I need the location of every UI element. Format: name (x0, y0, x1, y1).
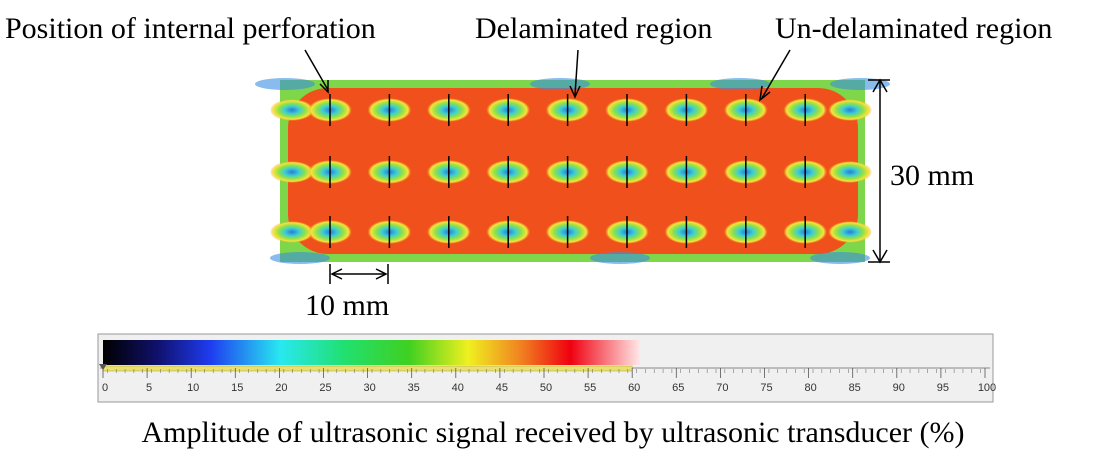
scan-blob (828, 221, 872, 243)
label: Position of internal perforation (5, 12, 376, 45)
scan-edge (590, 252, 650, 264)
scan-blob (270, 161, 314, 183)
arrow-head (569, 85, 581, 99)
scan-edge (530, 78, 590, 90)
tick-label: 85 (849, 382, 861, 394)
tick-label: 30 (363, 382, 375, 394)
arrow-head (330, 268, 343, 280)
arrow-head (758, 85, 771, 102)
scan-edge (710, 78, 770, 90)
scan-edge (830, 78, 890, 90)
label: Delaminated region (475, 12, 712, 45)
colorbar-pointer (99, 364, 107, 370)
annotation-arrows (304, 49, 890, 284)
arrow (304, 49, 329, 91)
tick-label: 0 (102, 382, 108, 394)
colorbar-gradient (103, 340, 640, 365)
arrow (761, 49, 791, 99)
label: Un-delaminated region (775, 12, 1052, 45)
arrow-head (375, 268, 388, 280)
tick-label: 10 (187, 382, 199, 394)
tick-label: 25 (319, 382, 331, 394)
tick-label: 55 (584, 382, 596, 394)
tick-label: 100 (978, 382, 996, 394)
arrow (574, 49, 579, 96)
tick-label: 40 (452, 382, 464, 394)
tick-label: 75 (760, 382, 772, 394)
scan-blob (828, 99, 872, 121)
scan-edge (270, 252, 330, 264)
scan-edge (810, 252, 870, 264)
dimension-label: 10 mm (305, 289, 389, 322)
tick-label: 45 (496, 382, 508, 394)
tick-label: 70 (716, 382, 728, 394)
colorbar: 0 5 10 15 20 25 30 35 40 45 50 55 60 65 70 75 80 85 90 95 10… (97, 333, 996, 403)
tick-label: 95 (937, 382, 949, 394)
dimension-label: 30 mm (890, 159, 974, 192)
scan-edge (255, 78, 315, 90)
tick-label: 90 (893, 382, 905, 394)
tick-label: 5 (146, 382, 152, 394)
tick-label: 50 (540, 382, 552, 394)
tick-label: 60 (628, 382, 640, 394)
tick-label: 20 (275, 382, 287, 394)
tick-label: 65 (672, 382, 684, 394)
tick-label: 80 (804, 382, 816, 394)
scan-blob (270, 221, 314, 243)
scan-blob (270, 99, 314, 121)
arrow-head (319, 80, 329, 94)
tick-label: 15 (231, 382, 243, 394)
tick-label: 35 (408, 382, 420, 394)
caption: Amplitude of ultrasonic signal received … (141, 416, 964, 449)
scan-blob (828, 161, 872, 183)
c-scan-image (255, 78, 890, 264)
